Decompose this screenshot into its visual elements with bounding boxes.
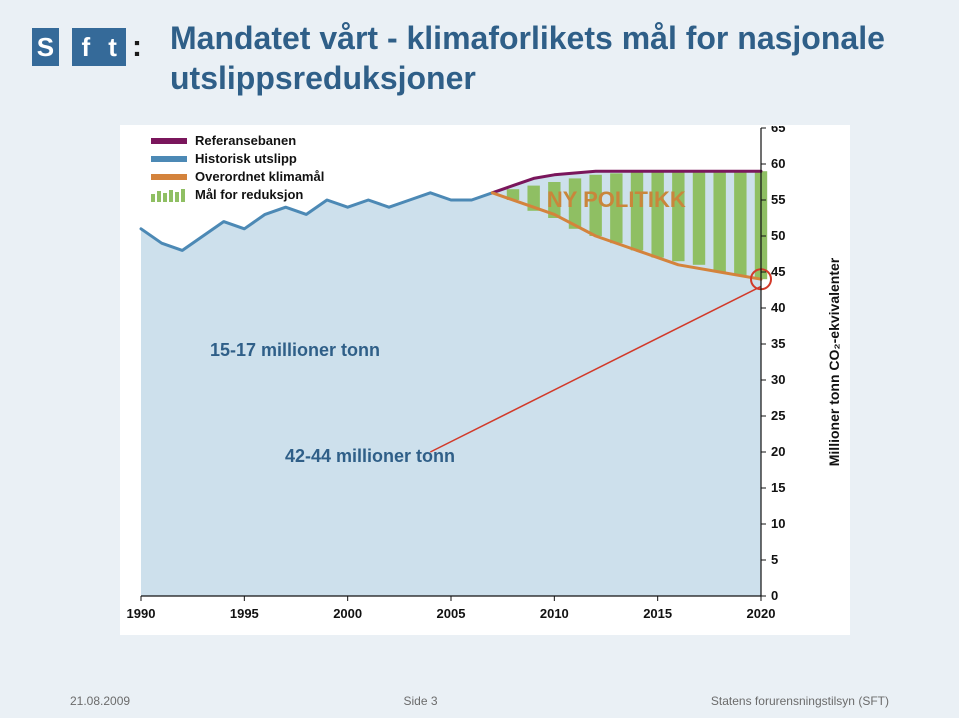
chart-container: Referansebanen Historisk utslipp Overord… <box>120 125 850 635</box>
y-tick-label: 25 <box>771 408 785 423</box>
y-axis-label: Millioner tonn CO₂-ekvivalenter <box>826 257 842 466</box>
reduction-bar <box>672 171 684 261</box>
chart-legend: Referansebanen Historisk utslipp Overord… <box>151 132 324 204</box>
x-tick-label: 2010 <box>540 606 569 621</box>
y-tick-label: 10 <box>771 516 785 531</box>
footer-org: Statens forurensningstilsyn (SFT) <box>711 694 889 708</box>
reduction-bar <box>734 171 746 275</box>
legend-item-overordnet: Overordnet klimamål <box>151 168 324 186</box>
y-tick-label: 35 <box>771 336 785 351</box>
y-tick-label: 30 <box>771 372 785 387</box>
footer-page: Side 3 <box>403 694 437 708</box>
reduction-bar <box>693 171 705 265</box>
legend-swatch <box>151 156 187 162</box>
y-tick-label: 20 <box>771 444 785 459</box>
y-tick-label: 15 <box>771 480 785 495</box>
footer-date: 21.08.2009 <box>70 694 130 708</box>
slide-footer: 21.08.2009 Side 3 Statens forurensningst… <box>0 694 959 708</box>
y-tick-label: 45 <box>771 264 785 279</box>
y-tick-label: 55 <box>771 192 785 207</box>
reduction-bar <box>651 171 663 257</box>
x-tick-label: 1995 <box>230 606 259 621</box>
logo-letter-s: S <box>32 28 59 66</box>
slide-page: S f t : Mandatet vårt - klimaforlikets m… <box>0 0 959 718</box>
y-tick-label: 40 <box>771 300 785 315</box>
x-tick-label: 2005 <box>437 606 466 621</box>
historic-band <box>141 171 761 596</box>
legend-label: Referansebanen <box>195 132 296 150</box>
y-tick-label: 0 <box>771 588 778 603</box>
legend-swatch <box>151 188 187 202</box>
x-tick-label: 1990 <box>127 606 156 621</box>
annotation-lower: 42-44 millioner tonn <box>285 446 455 467</box>
logo-letter-f: f <box>72 28 99 66</box>
ny-politikk-label: NY POLITIKK <box>547 187 686 212</box>
y-tick-label: 5 <box>771 552 778 567</box>
legend-label: Overordnet klimamål <box>195 168 324 186</box>
y-tick-label: 60 <box>771 156 785 171</box>
legend-label: Historisk utslipp <box>195 150 297 168</box>
y-tick-label: 65 <box>771 126 785 135</box>
x-tick-label: 2015 <box>643 606 672 621</box>
annotation-upper: 15-17 millioner tonn <box>210 340 380 361</box>
legend-label: Mål for reduksjon <box>195 186 303 204</box>
logo-letter-t: t <box>99 28 126 66</box>
x-tick-label: 2020 <box>747 606 776 621</box>
reduction-bar <box>713 171 725 272</box>
x-tick-label: 2000 <box>333 606 362 621</box>
slide-title: Mandatet vårt - klimaforlikets mål for n… <box>170 18 919 98</box>
sft-logo: S f t : <box>32 26 142 68</box>
legend-item-reduksjon: Mål for reduksjon <box>151 186 324 204</box>
logo-colon: : <box>132 32 142 62</box>
legend-swatch <box>151 138 187 144</box>
legend-item-referanse: Referansebanen <box>151 132 324 150</box>
slide-surface: S f t : Mandatet vårt - klimaforlikets m… <box>0 0 959 718</box>
legend-swatch <box>151 174 187 180</box>
y-tick-label: 50 <box>771 228 785 243</box>
legend-item-historisk: Historisk utslipp <box>151 150 324 168</box>
